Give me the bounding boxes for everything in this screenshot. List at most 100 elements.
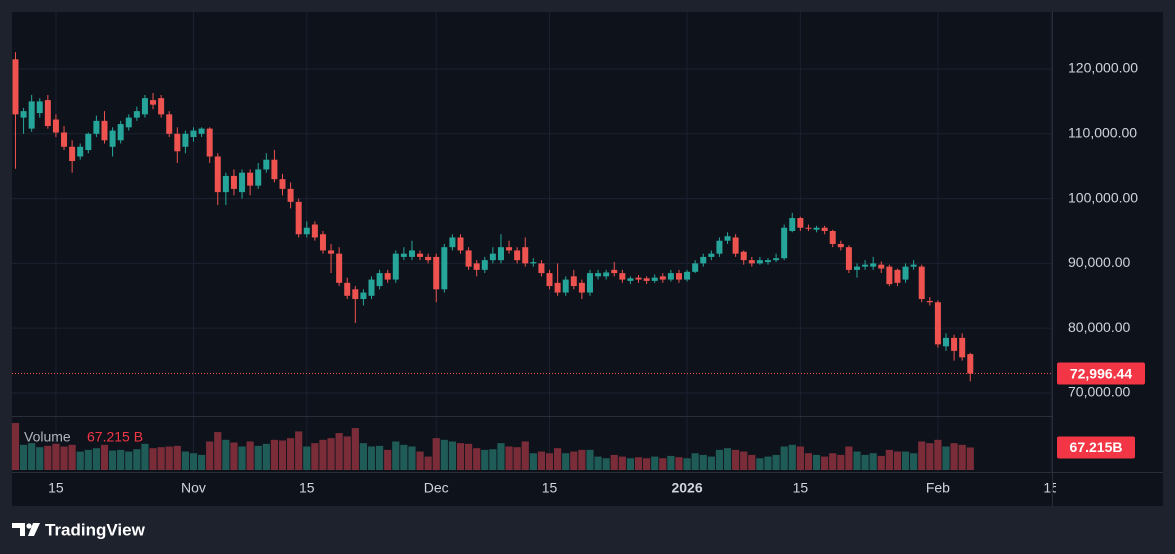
- volume-bar: [869, 453, 877, 470]
- candle-body: [400, 253, 407, 257]
- volume-bar: [100, 444, 109, 470]
- volume-bar: [821, 456, 829, 470]
- y-tick-label: 110,000.00: [1068, 125, 1137, 141]
- volume-value-box: [1057, 436, 1135, 459]
- volume-bar: [489, 449, 497, 470]
- volume-bar: [424, 456, 432, 470]
- volume-bar: [610, 454, 618, 470]
- candle-body: [967, 354, 974, 374]
- candle-body: [392, 253, 399, 280]
- volume-bar: [829, 453, 837, 470]
- candle-body: [959, 337, 966, 358]
- volume-bar: [901, 451, 910, 470]
- candle-body: [384, 273, 391, 280]
- volume-bar: [303, 446, 311, 470]
- candle-body: [182, 133, 189, 147]
- volume-bar: [958, 444, 966, 470]
- volume-bar: [319, 439, 327, 470]
- candle-body: [408, 250, 415, 257]
- candle-body: [708, 253, 715, 257]
- candle-body: [247, 172, 254, 186]
- candle-body: [295, 201, 302, 235]
- x-tick-label: Dec: [424, 480, 449, 496]
- candle-body: [570, 276, 577, 287]
- volume-bar: [505, 446, 513, 470]
- candle-body: [433, 256, 440, 290]
- volume-bar: [351, 428, 359, 470]
- candle-body: [627, 278, 634, 281]
- volume-bar: [740, 451, 748, 470]
- volume-bar: [84, 449, 92, 470]
- candle-body: [773, 258, 780, 261]
- volume-bar: [222, 439, 230, 470]
- candle-body: [740, 251, 747, 261]
- candle-body: [44, 100, 51, 127]
- y-tick-label: 90,000.00: [1068, 254, 1130, 270]
- volume-bar: [788, 444, 796, 470]
- candle-body: [101, 120, 108, 141]
- volume-bar: [230, 442, 238, 470]
- volume-bar: [238, 446, 246, 470]
- volume-bar: [594, 456, 602, 470]
- candle-body: [651, 277, 658, 281]
- volume-bar: [149, 448, 157, 470]
- volume-bar: [327, 438, 335, 470]
- candle-body: [158, 98, 165, 115]
- candle-body: [319, 234, 326, 251]
- volume-bar: [812, 454, 821, 470]
- volume-bar: [481, 449, 489, 470]
- candle-body: [77, 146, 84, 157]
- candle-body: [417, 253, 424, 257]
- x-tick-label: Feb: [926, 480, 950, 496]
- candle-body: [797, 218, 804, 228]
- volume-bar: [667, 455, 675, 470]
- candle-body: [716, 240, 723, 254]
- candle-body: [530, 262, 537, 264]
- volume-bar: [772, 454, 780, 470]
- volume-bar: [586, 449, 594, 470]
- volume-bar: [578, 449, 586, 470]
- candle-body: [578, 282, 585, 293]
- volume-bar: [723, 448, 732, 470]
- candle-body: [886, 266, 893, 285]
- candle-body: [829, 230, 836, 244]
- volume-bar: [359, 443, 368, 470]
- candle-body: [805, 227, 812, 229]
- volume-bar: [683, 458, 691, 470]
- volume-bar: [885, 449, 893, 470]
- candle-body: [473, 263, 480, 270]
- volume-bar: [440, 439, 448, 470]
- candle-body: [206, 128, 213, 157]
- volume-bar: [877, 455, 885, 470]
- volume-bar: [691, 453, 699, 470]
- candle-body: [287, 188, 294, 202]
- volume-bar: [295, 431, 303, 470]
- volume-bar: [529, 453, 537, 470]
- candle-body: [52, 119, 59, 133]
- candle-body: [85, 133, 92, 151]
- volume-bar: [92, 448, 100, 470]
- y-tick-label: 100,000.00: [1068, 189, 1138, 205]
- candle-body: [546, 273, 553, 287]
- volume-bar: [270, 439, 279, 470]
- candle-body: [611, 269, 618, 274]
- volume-value-label: 67.215B: [1070, 439, 1123, 455]
- candle-body: [732, 237, 739, 254]
- volume-bar: [125, 451, 133, 470]
- volume-bar: [465, 443, 473, 470]
- volume-bar: [206, 441, 214, 470]
- candle-body: [943, 337, 950, 347]
- candle-body: [764, 260, 771, 263]
- volume-bar: [141, 443, 149, 470]
- candle-body: [951, 337, 958, 351]
- volume-bar: [950, 443, 958, 470]
- volume-bar: [602, 458, 610, 470]
- volume-bar: [157, 447, 165, 470]
- candle-body: [700, 256, 707, 264]
- volume-bar: [675, 457, 683, 470]
- candle-body: [514, 250, 521, 261]
- volume-bar: [68, 444, 76, 470]
- candle-body: [724, 236, 731, 241]
- volume-bar: [537, 451, 546, 470]
- volume-bar: [513, 447, 521, 470]
